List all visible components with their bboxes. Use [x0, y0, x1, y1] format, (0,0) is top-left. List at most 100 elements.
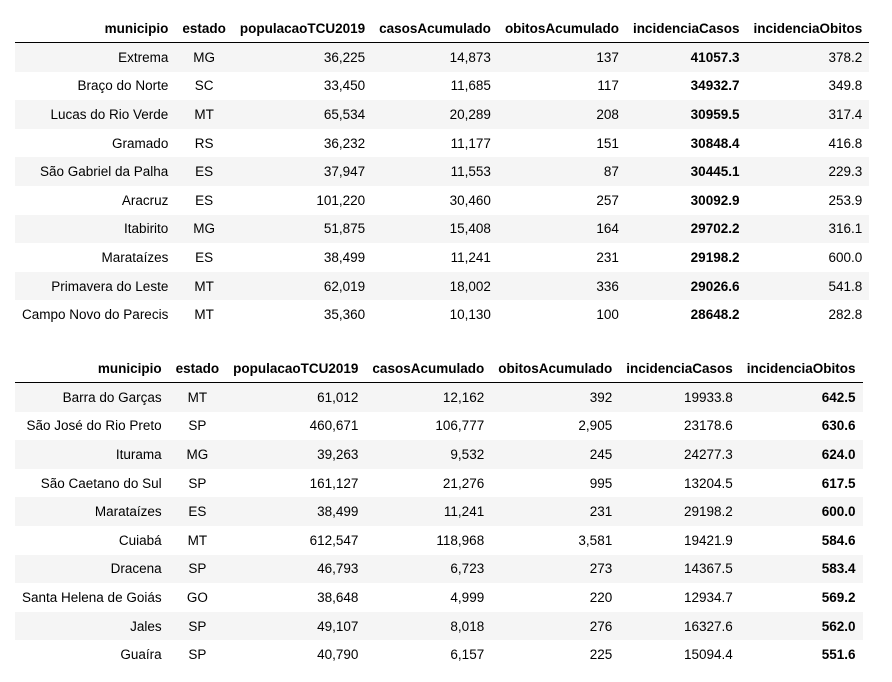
cell-municipio: Barra do Garças: [15, 382, 169, 412]
cell-estado: MG: [175, 214, 233, 244]
cell-incidenciacasos: 29702.2: [625, 214, 747, 244]
table-row: Aracruz ES 101,220 30,460 257 30092.9 253.9: [15, 186, 869, 215]
cell-populacaotcu2019: 37,947: [232, 157, 373, 186]
cell-obitosacumulado: 995: [589, 475, 613, 491]
table-body: Barra do Garças MT 61,012 12,162 392 19933.8 6…: [15, 382, 863, 669]
cell-estado: MG: [175, 42, 233, 72]
cell-populacaotcu2019: 38,499: [323, 249, 366, 265]
cell-incidenciaobitos: 253.9: [828, 192, 863, 208]
table-row: Marataízes ES 38,499 11,241 231 29198.2 600.0: [15, 243, 869, 272]
cell-incidenciaobitos: 583.4: [739, 554, 863, 584]
cell-estado: ES: [195, 249, 214, 265]
cell-incidenciaobitos: 551.6: [821, 647, 856, 663]
cell-estado: MT: [175, 100, 233, 129]
cell-obitosacumulado: 257: [596, 192, 619, 208]
cell-incidenciacasos: 13204.5: [683, 475, 733, 491]
cell-incidenciaobitos: 624.0: [739, 440, 863, 469]
cell-estado: MT: [187, 532, 208, 548]
cell-obitosacumulado: 208: [497, 100, 626, 129]
cell-casosacumulado: 14,873: [372, 42, 498, 72]
cell-municipio: Lucas do Rio Verde: [15, 100, 176, 129]
table-row: Iturama MG 39,263 9,532 245 24277.3 624.0: [15, 440, 863, 469]
cell-obitosacumulado: 336: [497, 271, 626, 301]
cell-casosacumulado: 20,289: [372, 100, 498, 129]
cell-casosacumulado: 106,777: [435, 418, 485, 434]
cell-incidenciacasos: 29026.6: [625, 271, 747, 301]
cell-municipio: Guaíra: [120, 647, 162, 663]
cell-incidenciacasos: 29198.2: [619, 497, 740, 526]
cell-incidenciacasos: 12934.7: [683, 589, 733, 605]
cell-obitosacumulado: 87: [497, 157, 626, 186]
cell-populacaotcu2019: 62,019: [232, 271, 373, 301]
cell-casosacumulado: 118,968: [436, 532, 485, 548]
table-row: Itabirito MG 51,875 15,408 164 29702.2 316.1: [15, 214, 870, 244]
cell-municipio: São José do Rio Preto: [26, 418, 162, 434]
cell-incidenciacasos: 19421.9: [683, 532, 733, 548]
table-header: municipio estado populacaoTCU2019 casosAcum…: [15, 355, 863, 383]
cell-casosacumulado: 4,999: [450, 589, 485, 605]
table-row: Dracena SP 46,793 6,723 273 14367.5 583.4: [15, 554, 863, 584]
cell-municipio: Itabirito: [15, 214, 176, 244]
cell-casosacumulado: 12,162: [365, 382, 492, 412]
cell-incidenciacasos: 30445.1: [625, 157, 747, 186]
cell-casosacumulado: 21,276: [442, 475, 485, 491]
cell-populacaotcu2019: 51,875: [232, 214, 373, 244]
cell-estado: SP: [188, 647, 207, 663]
cell-incidenciaobitos: 416.8: [828, 135, 863, 151]
table-row: Lucas do Rio Verde MT 65,534 20,289 208 30959…: [15, 100, 870, 129]
cell-populacaotcu2019: 161,127: [309, 475, 359, 491]
cell-populacaotcu2019: 61,012: [226, 382, 366, 412]
cell-obitosacumulado: 151: [596, 135, 619, 151]
cell-municipio: Iturama: [15, 440, 169, 469]
cell-incidenciacasos: 30959.5: [625, 100, 747, 129]
cell-estado: ES: [175, 157, 233, 186]
cell-populacaotcu2019: 36,225: [232, 42, 373, 72]
column-header-incidenciacasos: incidenciaCasos: [619, 355, 740, 383]
table-row: São Gabriel da Palha ES 37,947 11,553 87 3044…: [15, 157, 870, 186]
top-incidence-deaths-table: municipio estado populacaoTCU2019 casosAcum…: [15, 355, 863, 669]
cell-incidenciacasos: 23178.6: [683, 418, 733, 434]
cell-incidenciaobitos: 600.0: [739, 497, 863, 526]
cell-incidenciaobitos: 378.2: [746, 42, 870, 72]
cell-estado: MT: [194, 307, 214, 323]
column-header-casosacumulado: casosAcumulado: [372, 15, 498, 43]
cell-casosacumulado: 11,553: [372, 157, 498, 186]
cell-incidenciaobitos: 630.6: [821, 418, 856, 434]
cell-incidenciaobitos: 349.8: [828, 78, 863, 94]
header-row: municipio estado populacaoTCU2019 casosAcum…: [15, 355, 863, 383]
cell-municipio: São Gabriel da Palha: [15, 157, 176, 186]
cell-estado: RS: [194, 135, 214, 151]
cell-obitosacumulado: 392: [491, 382, 620, 412]
cell-populacaotcu2019: 38,499: [226, 497, 366, 526]
cell-incidenciaobitos: 569.2: [821, 589, 856, 605]
cell-municipio: Primavera do Leste: [15, 271, 176, 301]
cell-incidenciacasos: 34932.7: [690, 78, 740, 94]
cell-populacaotcu2019: 612,547: [309, 532, 359, 548]
cell-casosacumulado: 11,685: [450, 78, 491, 94]
table-row: Barra do Garças MT 61,012 12,162 392 19933.8 6…: [15, 382, 863, 412]
column-header-estado: estado: [175, 15, 233, 43]
cell-casosacumulado: 15,408: [372, 214, 498, 244]
cell-incidenciaobitos: 584.6: [821, 532, 856, 548]
cell-obitosacumulado: 245: [491, 440, 620, 469]
cell-incidenciaobitos: 282.8: [828, 307, 863, 323]
column-header-municipio: municipio: [15, 355, 169, 383]
table-row: Gramado RS 36,232 11,177 151 30848.4 416.8: [15, 129, 869, 158]
cell-municipio: Jales: [15, 611, 169, 641]
cell-obitosacumulado: 117: [597, 78, 619, 94]
cell-incidenciacasos: 30848.4: [690, 135, 740, 151]
cell-municipio: São Caetano do Sul: [40, 475, 162, 491]
cell-municipio: Campo Novo do Parecis: [22, 307, 169, 323]
cell-obitosacumulado: 2,905: [578, 418, 613, 434]
table-row: São Caetano do Sul SP 161,127 21,276 995 1320…: [15, 469, 863, 498]
cell-incidenciacasos: 24277.3: [619, 440, 740, 469]
cell-obitosacumulado: 276: [491, 611, 620, 641]
cell-obitosacumulado: 100: [596, 307, 619, 323]
column-header-populacaotcu2019: populacaoTCU2019: [226, 355, 366, 383]
cell-populacaotcu2019: 101,220: [316, 192, 366, 208]
cell-estado: ES: [195, 192, 214, 208]
column-header-incidenciacasos: incidenciaCasos: [625, 15, 747, 43]
column-header-incidenciaobitos: incidenciaObitos: [739, 355, 863, 383]
table-header: municipio estado populacaoTCU2019 casosAcum…: [15, 15, 870, 43]
cell-estado: SP: [188, 418, 207, 434]
